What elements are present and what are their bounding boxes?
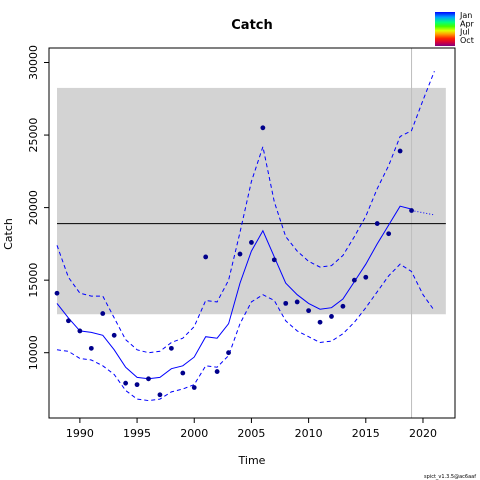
observed-point: [329, 314, 334, 319]
observed-point: [146, 376, 151, 382]
chart-title: Catch: [231, 18, 273, 33]
observed-point: [340, 303, 346, 309]
observed-point: [180, 370, 186, 376]
observed-point: [283, 300, 289, 306]
observed-point: [100, 311, 106, 316]
legend-entry: Apr: [460, 19, 475, 28]
observed-point: [294, 299, 300, 305]
y-tick-label: 25000: [27, 118, 40, 153]
observed-point: [363, 274, 369, 280]
x-tick-label: 2000: [180, 427, 208, 440]
observed-point: [88, 345, 94, 351]
observed-point: [214, 369, 220, 374]
observed-point: [157, 392, 163, 398]
observed-point: [306, 308, 312, 314]
y-tick-label: 30000: [27, 45, 40, 80]
observed-point: [191, 385, 197, 390]
observed-point: [203, 254, 209, 260]
shaded-band: [57, 87, 446, 315]
x-tick-label: 1990: [66, 427, 94, 440]
observed-point: [237, 251, 243, 257]
axes: 1990 1995 2000 2005 2010 2015 2020 10000 15000 20…: [27, 45, 456, 440]
observed-point: [397, 148, 403, 154]
plot-frame: [48, 47, 456, 419]
legend-entry: Jul: [459, 28, 470, 37]
x-axis-label: Time: [238, 454, 266, 467]
observed-point: [374, 221, 380, 226]
legend-entry: Oct: [460, 36, 474, 45]
footnote: spict_v1.3.5@ac6aaf: [424, 474, 476, 480]
lower-ci-line: [56, 263, 435, 402]
y-tick-label: 15000: [27, 263, 40, 298]
x-tick-label: 2020: [409, 427, 437, 440]
upper-ci-line: [56, 71, 435, 354]
observed-point: [271, 257, 277, 263]
y-axis-label: Catch: [2, 218, 15, 250]
legend-color-bar: [435, 12, 455, 46]
observed-point: [134, 382, 140, 388]
legend-entry: Jan: [459, 11, 472, 20]
observed-point: [317, 319, 323, 325]
y-tick-label: 20000: [27, 190, 40, 225]
plot-area: [54, 48, 446, 418]
observed-point: [111, 332, 117, 338]
x-tick-label: 1995: [123, 427, 151, 440]
x-tick-label: 2015: [352, 427, 380, 440]
observed-point: [54, 290, 60, 296]
observed-point: [168, 345, 174, 351]
observed-point: [249, 240, 254, 245]
forecast-line: [411, 210, 435, 216]
observed-point: [123, 380, 129, 386]
observed-point: [260, 125, 266, 131]
observed-point: [66, 318, 71, 324]
x-tick-label: 2010: [295, 427, 323, 440]
observed-point: [351, 277, 357, 283]
y-tick-label: 10000: [27, 335, 40, 370]
observed-point: [226, 350, 231, 356]
x-tick-label: 2005: [237, 427, 265, 440]
observed-point: [77, 328, 83, 334]
predicted-line: [56, 205, 412, 380]
observed-point: [409, 208, 414, 213]
observed-point: [386, 231, 392, 237]
